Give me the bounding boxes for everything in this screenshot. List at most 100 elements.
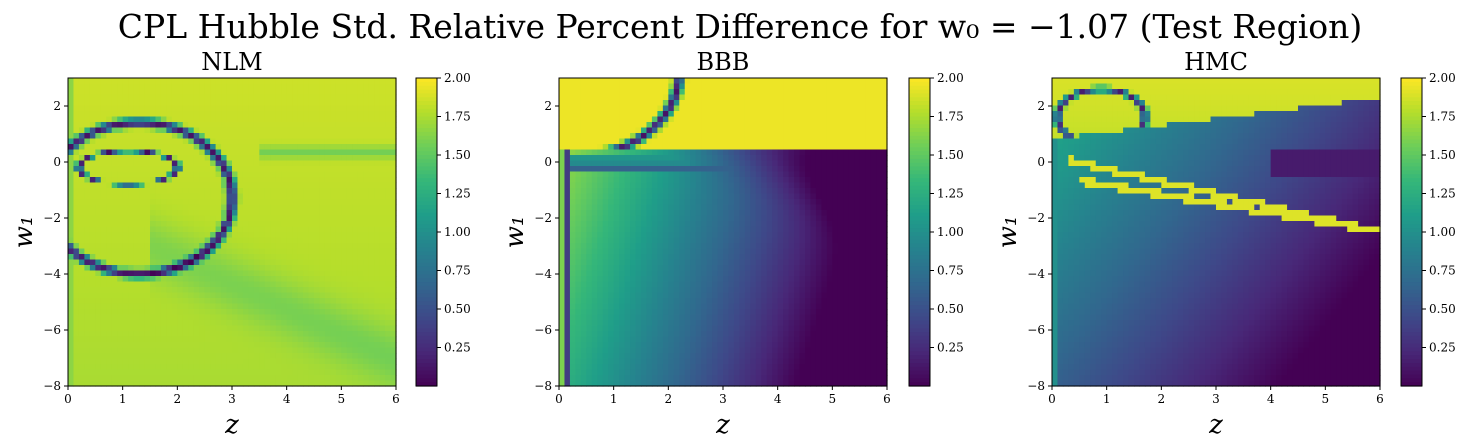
heatmap-cell	[385, 83, 392, 90]
heatmap-cell	[182, 314, 189, 321]
heatmap-cell	[341, 347, 348, 354]
heatmap-cell	[330, 353, 337, 360]
heatmap-cell	[690, 94, 697, 101]
heatmap-cell	[597, 116, 604, 123]
heatmap-cell	[232, 138, 239, 145]
heatmap-cell	[564, 204, 571, 211]
heatmap-cell	[193, 215, 200, 222]
heatmap-cell	[150, 89, 157, 96]
heatmap-cell	[177, 276, 184, 283]
heatmap-cell	[270, 149, 277, 156]
heatmap-cell	[286, 105, 293, 112]
heatmap-cell	[608, 133, 615, 140]
heatmap-cell	[215, 78, 222, 85]
heatmap-cell	[144, 133, 151, 140]
heatmap-cell	[68, 270, 75, 277]
heatmap-cell	[275, 237, 282, 244]
heatmap-cell	[237, 215, 244, 222]
heatmap-cell	[100, 182, 107, 189]
heatmap-cell	[341, 138, 348, 145]
heatmap-cell	[68, 254, 75, 261]
heatmap-cell	[559, 83, 566, 90]
heatmap-cell	[723, 144, 730, 151]
heatmap-cell	[368, 298, 375, 305]
heatmap-cell	[111, 188, 118, 195]
heatmap-cell	[232, 298, 239, 305]
heatmap-cell	[324, 380, 331, 387]
heatmap-cell	[330, 265, 337, 272]
heatmap-cell	[73, 171, 80, 178]
heatmap-cell	[106, 259, 113, 266]
heatmap-cell	[281, 369, 288, 376]
heatmap-cell	[139, 314, 146, 321]
heatmap-cell	[870, 199, 877, 206]
heatmap-cell	[215, 364, 222, 371]
heatmap-cell	[390, 342, 397, 349]
heatmap-cell	[591, 155, 598, 162]
heatmap-cell	[188, 380, 195, 387]
heatmap-cell	[335, 127, 342, 134]
heatmap-cell	[155, 287, 162, 294]
heatmap-cell	[368, 144, 375, 151]
heatmap-cell	[832, 204, 839, 211]
heatmap-cell	[281, 347, 288, 354]
heatmap-cell	[657, 160, 664, 167]
heatmap-cell	[602, 171, 609, 178]
heatmap-cell	[352, 309, 359, 316]
heatmap-cell	[690, 116, 697, 123]
heatmap-cell	[319, 204, 326, 211]
heatmap-cell	[564, 182, 571, 189]
heatmap-cell	[826, 149, 833, 156]
heatmap-cell	[870, 160, 877, 167]
colorbar-segment	[416, 104, 437, 110]
heatmap-cell	[876, 177, 883, 184]
heatmap-cell	[226, 281, 233, 288]
heatmap-cell	[385, 248, 392, 255]
heatmap-cell	[319, 89, 326, 96]
heatmap-cell	[117, 353, 124, 360]
heatmap-cell	[314, 204, 321, 211]
heatmap-cell	[608, 78, 615, 85]
heatmap-cell	[297, 221, 304, 228]
heatmap-cell	[89, 105, 96, 112]
heatmap-cell	[330, 221, 337, 228]
heatmap-cell	[78, 221, 85, 228]
heatmap-cell	[717, 193, 724, 200]
heatmap-cell	[232, 265, 239, 272]
heatmap-cell	[363, 199, 370, 206]
heatmap-cell	[772, 199, 779, 206]
heatmap-cell	[270, 138, 277, 145]
heatmap-cell	[324, 325, 331, 332]
heatmap-cell	[591, 199, 598, 206]
heatmap-cell	[330, 149, 337, 156]
heatmap-cell	[139, 144, 146, 151]
heatmap-cell	[335, 303, 342, 310]
heatmap-cell	[308, 259, 315, 266]
heatmap-cell	[848, 144, 855, 151]
heatmap-cell	[657, 144, 664, 151]
heatmap-cell	[171, 254, 178, 261]
heatmap-cell	[68, 100, 75, 107]
heatmap-cell	[128, 276, 135, 283]
x-tick-label: 4	[283, 392, 291, 406]
heatmap-cell	[275, 353, 282, 360]
heatmap-cell	[111, 155, 118, 162]
heatmap-cell	[346, 105, 353, 112]
heatmap-cell	[591, 138, 598, 145]
heatmap-cell	[821, 171, 828, 178]
heatmap-cell	[248, 166, 255, 173]
heatmap-cell	[144, 265, 151, 272]
heatmap-cell	[723, 204, 730, 211]
heatmap-cell	[122, 314, 129, 321]
heatmap-cell	[232, 320, 239, 327]
heatmap-cell	[171, 298, 178, 305]
heatmap-cell	[281, 259, 288, 266]
heatmap-cell	[308, 342, 315, 349]
heatmap-cell	[215, 243, 222, 250]
heatmap-cell	[297, 298, 304, 305]
heatmap-cell	[264, 298, 271, 305]
heatmap-cell	[695, 78, 702, 85]
heatmap-cell	[259, 100, 266, 107]
heatmap-cell	[73, 265, 80, 272]
heatmap-cell	[281, 314, 288, 321]
